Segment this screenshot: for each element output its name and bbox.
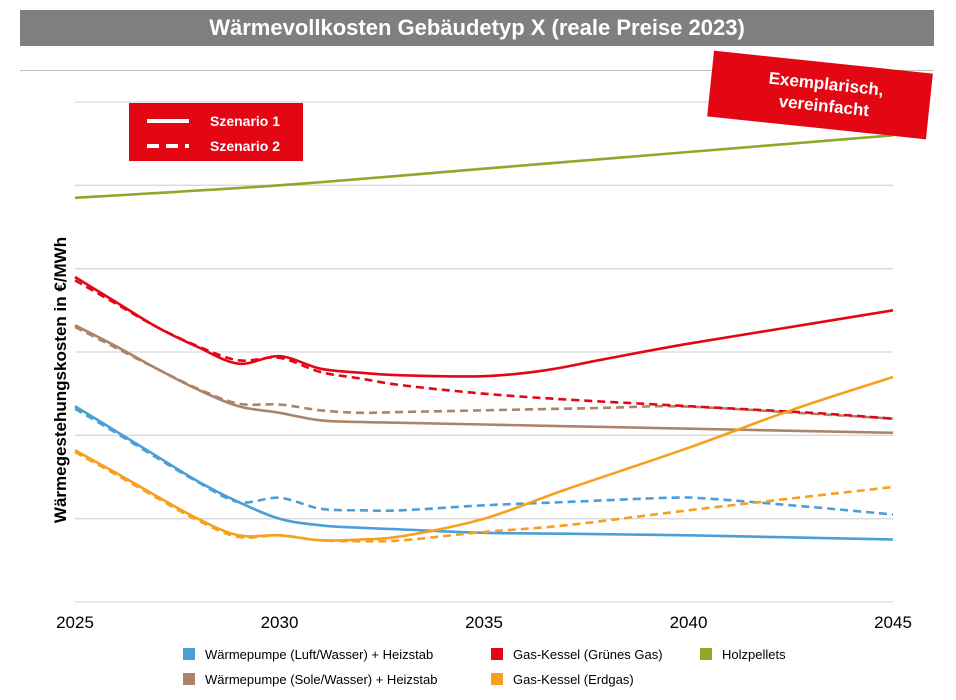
scenario-legend-box	[129, 103, 303, 161]
x-tick-label: 2030	[261, 613, 299, 632]
chart-title: Wärmevollkosten Gebäudetyp X (reale Prei…	[20, 10, 934, 46]
title-divider	[20, 70, 934, 71]
y-axis-label: Wärmegestehungskosten in €/MWh	[51, 237, 70, 523]
series-legend: Wärmepumpe (Luft/Wasser) + Heizstab Gas-K…	[183, 647, 786, 687]
legend-swatch	[491, 673, 503, 685]
series-line-scenario-2	[74, 450, 894, 543]
legend-label: Holzpellets	[722, 647, 786, 662]
series-line-scenario-1	[74, 275, 894, 378]
series-line-scenario-1	[74, 324, 894, 435]
series-line-scenario-2	[74, 279, 894, 420]
y-gridlines	[75, 101, 893, 603]
x-tick-label: 2040	[670, 613, 708, 632]
x-tick-label: 2025	[56, 613, 94, 632]
legend-label: Gas-Kessel (Erdgas)	[513, 672, 634, 687]
exemplary-stamp: Exemplarisch, vereinfacht	[707, 50, 933, 140]
legend-label: Wärmepumpe (Luft/Wasser) + Heizstab	[205, 647, 433, 662]
series-lines	[74, 134, 894, 543]
legend-swatch	[491, 648, 503, 660]
series-line-scenario-1	[74, 134, 894, 200]
x-tick-labels: 2025 2030 2035 2040 2045	[56, 613, 912, 632]
scenario-2-label: Szenario 2	[210, 138, 280, 154]
series-line-scenario-2	[74, 407, 894, 516]
stamp-box	[707, 50, 933, 140]
legend-label: Gas-Kessel (Grünes Gas)	[513, 647, 663, 662]
legend-label: Wärmepumpe (Sole/Wasser) + Heizstab	[205, 672, 438, 687]
x-tick-label: 2035	[465, 613, 503, 632]
series-line-scenario-2	[74, 325, 894, 420]
legend-swatch	[700, 648, 712, 660]
legend-swatch	[183, 673, 195, 685]
x-tick-label: 2045	[874, 613, 912, 632]
legend-swatch	[183, 648, 195, 660]
series-line-scenario-1	[74, 375, 894, 542]
series-line-scenario-1	[74, 405, 894, 541]
scenario-legend: Szenario 1 Szenario 2	[129, 103, 303, 161]
scenario-1-label: Szenario 1	[210, 113, 280, 129]
